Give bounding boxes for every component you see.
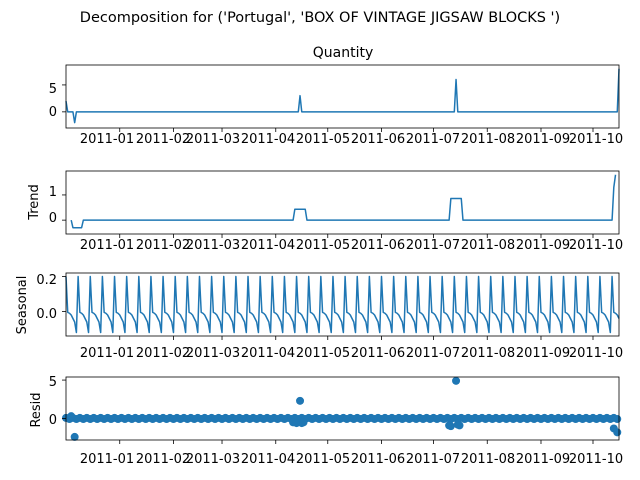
x-tick-label: 2011-05 [296,132,350,147]
series-line [65,275,620,334]
x-tick-label: 2011-10 [569,452,623,467]
axes-frame [65,272,620,337]
x-tick-label: 2011-07 [406,452,460,467]
x-tick-label: 2011-01 [80,238,134,253]
x-tick-label: 2011-03 [186,132,240,147]
panel-title: Quantity [313,45,374,61]
x-tick-label: 2011-02 [136,132,190,147]
panel-resid: Resid 0 5 2011-01 2011-02 2011-03 2011-0… [29,375,623,467]
x-tick-label: 2011-08 [461,452,515,467]
x-tick-label: 2011-03 [186,346,240,361]
x-tick-label: 2011-04 [241,346,295,361]
scatter-point [613,415,622,424]
y-tick-label: 0 [49,105,57,120]
x-tick-label: 2011-08 [461,238,515,253]
x-tick-label: 2011-05 [296,238,350,253]
scatter-point [452,376,461,385]
x-tick-label: 2011-09 [516,346,570,361]
y-tick-label: 1 [49,185,57,200]
series-line [65,68,620,124]
x-tick-label: 2011-09 [516,132,570,147]
x-tick-label: 2011-02 [136,452,190,467]
y-tick-label: 0.2 [36,273,57,288]
x-tick-label: 2011-02 [136,238,190,253]
axes-frame [65,170,620,235]
x-tick-label: 2011-09 [516,238,570,253]
x-tick-label: 2011-06 [351,238,405,253]
x-tick-label: 2011-08 [461,132,515,147]
panel-quantity: Quantity 0 5 2011-01 2011-02 2011-03 201… [49,45,623,147]
figure-suptitle: Decomposition for ('Portugal', 'BOX OF V… [80,10,560,26]
scatter-point [70,432,79,441]
x-tick-label: 2011-03 [186,452,240,467]
x-tick-label: 2011-05 [296,452,350,467]
axes-frame [65,376,620,441]
scatter-point [455,421,464,430]
scatter-point [446,422,455,431]
x-tick-label: 2011-06 [351,132,405,147]
x-tick-label: 2011-06 [351,346,405,361]
x-tick-label: 2011-05 [296,346,350,361]
x-tick-label: 2011-04 [241,452,295,467]
x-tick-label: 2011-04 [241,238,295,253]
axes-frame [65,64,620,129]
y-tick-label: 5 [49,82,57,97]
x-tick-label: 2011-10 [569,238,623,253]
x-tick-label: 2011-10 [569,132,623,147]
scatter-point [299,418,308,427]
series-line [70,174,617,229]
x-tick-label: 2011-07 [406,238,460,253]
y-tick-label: 0 [49,211,57,226]
scatter-point [296,396,305,405]
y-axis-label: Trend [27,184,42,221]
x-tick-label: 2011-07 [406,346,460,361]
x-tick-label: 2011-02 [136,346,190,361]
panel-seasonal: Seasonal 0.0 0.2 2011-01 2011-02 2011-03… [15,272,623,361]
x-tick-label: 2011-07 [406,132,460,147]
y-tick-label: 0.0 [36,307,57,322]
panel-trend: Trend 0 1 2011-01 2011-02 2011-03 2011-0… [27,170,623,253]
x-tick-label: 2011-03 [186,238,240,253]
x-tick-label: 2011-04 [241,132,295,147]
x-tick-label: 2011-08 [461,346,515,361]
x-tick-label: 2011-01 [80,346,134,361]
y-axis-label: Resid [29,392,44,427]
x-tick-label: 2011-01 [80,452,134,467]
scatter-point [67,412,76,421]
y-tick-label: 0 [49,413,57,428]
x-tick-label: 2011-09 [516,452,570,467]
x-tick-label: 2011-06 [351,452,405,467]
x-tick-label: 2011-10 [569,346,623,361]
y-tick-label: 5 [49,375,57,390]
y-axis-label: Seasonal [15,276,30,335]
scatter-point [613,428,622,437]
x-tick-label: 2011-01 [80,132,134,147]
